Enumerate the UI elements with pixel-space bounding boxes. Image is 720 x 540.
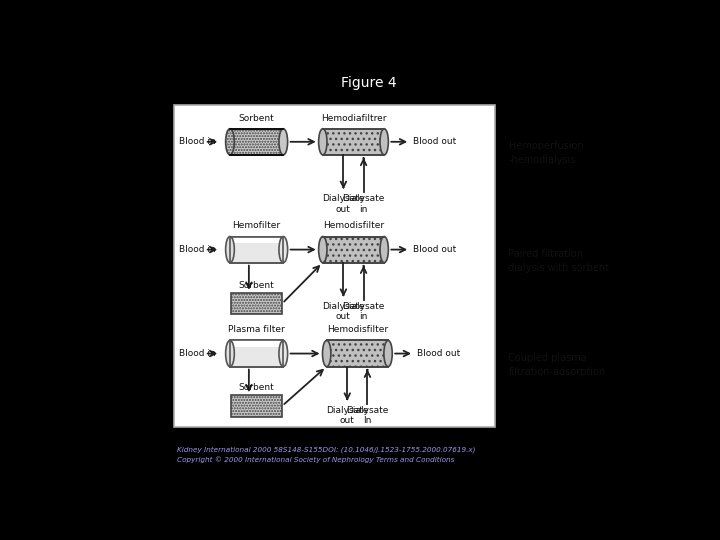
Bar [230,340,283,367]
Ellipse shape [319,237,327,262]
Text: Sorbent: Sorbent [239,281,274,289]
Text: Dialysate
in: Dialysate in [343,302,384,321]
Ellipse shape [380,129,388,155]
Text: Dialysate
out: Dialysate out [323,194,364,213]
Text: Coupled plasma
filtration-adsorption: Coupled plasma filtration-adsorption [508,353,606,377]
Bar [230,340,283,347]
Bar [323,237,384,262]
Text: Dialysate
out: Dialysate out [323,302,364,321]
Text: Paired filtration
dialysis with sorbent: Paired filtration dialysis with sorbent [508,249,609,273]
Text: Sorbent: Sorbent [239,113,274,123]
Text: Figure 4: Figure 4 [341,76,397,90]
Text: Hemofilter: Hemofilter [233,221,281,231]
Ellipse shape [380,237,388,262]
Text: Hemodisfilter: Hemodisfilter [327,325,388,334]
Text: Dialysate
In: Dialysate In [346,406,389,426]
Text: Kidney International 2000 58S148-S155DOI: (10.1046/j.1523-1755.2000.07619.x): Kidney International 2000 58S148-S155DOI… [177,447,475,453]
Ellipse shape [319,129,327,155]
Ellipse shape [225,129,234,155]
Ellipse shape [279,340,287,367]
Text: Plasma filter: Plasma filter [228,325,285,334]
Ellipse shape [225,340,234,367]
Text: Dialysate
out: Dialysate out [326,406,369,426]
Bar [174,105,495,427]
Text: Hemodiafiltrer: Hemodiafiltrer [320,113,386,123]
Ellipse shape [384,340,392,367]
Text: Blood out: Blood out [417,349,460,358]
Ellipse shape [323,340,331,367]
Bar [230,129,283,155]
Bar [327,340,388,367]
Bar [230,237,283,262]
Bar [230,237,283,243]
Text: Blood out: Blood out [413,137,456,146]
Ellipse shape [225,237,234,262]
Text: Dialysate
in: Dialysate in [343,194,384,213]
Text: Blood in: Blood in [179,245,216,254]
Text: Sorbent: Sorbent [239,383,274,392]
Bar [323,129,384,155]
Text: Blood in: Blood in [179,349,216,358]
Bar [230,237,283,262]
Ellipse shape [279,237,287,262]
Ellipse shape [279,129,287,155]
Bar [231,395,282,417]
Text: Blood out: Blood out [413,245,456,254]
Text: Copyright © 2000 International Society of Nephrology Terms and Conditions: Copyright © 2000 International Society o… [177,456,454,463]
Bar [230,340,283,367]
Bar [231,293,282,314]
Text: Hemoperfusion
-hemodialysis: Hemoperfusion -hemodialysis [508,141,583,165]
Text: Blood in: Blood in [179,137,216,146]
Text: Hemodisfilter: Hemodisfilter [323,221,384,231]
